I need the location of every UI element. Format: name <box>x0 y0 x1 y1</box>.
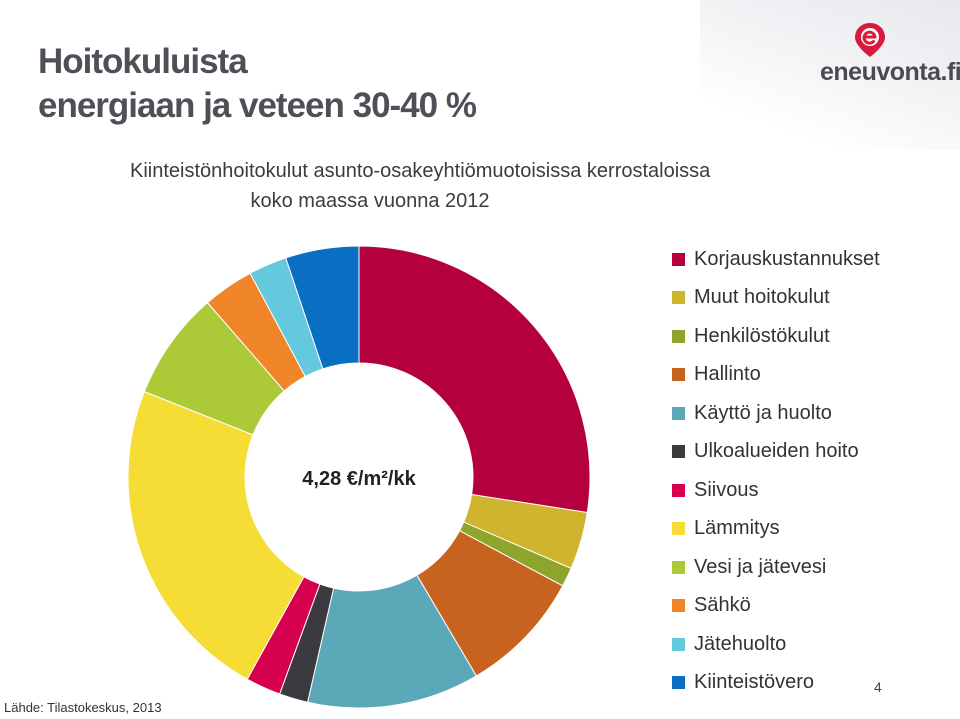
legend-label: Korjauskustannukset <box>694 247 880 270</box>
legend-label: Henkilöstökulut <box>694 324 830 347</box>
legend-label: Sähkö <box>694 594 751 617</box>
legend-item: Lämmitys <box>672 510 880 549</box>
legend-item: Vesi ja jätevesi <box>672 548 880 587</box>
chart-title-line: Kiinteistönhoitokulut asunto-osakeyhtiöm… <box>130 160 711 182</box>
logo-text: eneuvonta.fi <box>820 58 960 86</box>
donut-slice-11 <box>285 245 360 370</box>
legend-label: Siivous <box>694 478 759 501</box>
title-line-2: energiaan ja veteen 30-40 % <box>38 86 477 125</box>
logo[interactable]: eneuvonta.fi <box>820 20 960 90</box>
source-note: Lähde: Tilastokeskus, 2013 <box>4 700 162 715</box>
legend-item: Henkilöstökulut <box>672 317 880 356</box>
donut-center-label: 4,28 €/m²/kk <box>302 468 416 490</box>
legend-swatch <box>672 329 685 343</box>
legend-swatch <box>672 445 685 459</box>
legend-swatch <box>672 252 685 266</box>
legend-label: Kiinteistövero <box>694 671 815 694</box>
legend-swatch <box>672 637 685 651</box>
legend-item: Sähkö <box>672 587 880 626</box>
legend-label: Jätehuolto <box>694 632 787 655</box>
chart-subtitle: koko maassa vuonna 2012 <box>250 190 490 212</box>
legend-swatch <box>672 522 685 536</box>
legend-swatch <box>672 560 685 574</box>
legend-item: Ulkoalueiden hoito <box>672 433 880 472</box>
legend-swatch <box>672 368 685 382</box>
chart-title: Kiinteistönhoitokulut asunto-osakeyhtiöm… <box>130 156 711 216</box>
donut-slice-7 <box>127 390 305 680</box>
e-pin-icon <box>855 23 885 57</box>
legend-item: Siivous <box>672 471 880 510</box>
legend-item: Kiinteistövero <box>672 664 880 703</box>
legend-swatch <box>672 676 685 690</box>
donut-slice-0 <box>358 245 591 514</box>
legend-swatch <box>672 483 685 497</box>
legend-item: Korjauskustannukset <box>672 240 880 279</box>
legend-label: Ulkoalueiden hoito <box>694 440 859 463</box>
legend-swatch <box>672 599 685 613</box>
title-line-1: Hoitokuluista <box>38 42 248 81</box>
chart-legend: Korjauskustannukset Muut hoitokulut Henkil… <box>672 240 880 702</box>
legend-label: Hallinto <box>694 363 761 386</box>
page-number: 4 <box>874 679 882 695</box>
legend-label: Käyttö ja huolto <box>694 401 832 424</box>
legend-item: Käyttö ja huolto <box>672 394 880 433</box>
legend-label: Lämmitys <box>694 517 780 540</box>
legend-item: Muut hoitokulut <box>672 279 880 318</box>
legend-item: Hallinto <box>672 356 880 395</box>
corner-gradient <box>700 0 960 150</box>
legend-label: Vesi ja jätevesi <box>694 555 827 578</box>
page-title: Hoitokuluista energiaan ja veteen 30-40 … <box>38 40 477 128</box>
legend-swatch <box>672 291 685 305</box>
legend-item: Jätehuolto <box>672 625 880 664</box>
legend-swatch <box>672 406 685 420</box>
legend-label: Muut hoitokulut <box>694 286 830 309</box>
